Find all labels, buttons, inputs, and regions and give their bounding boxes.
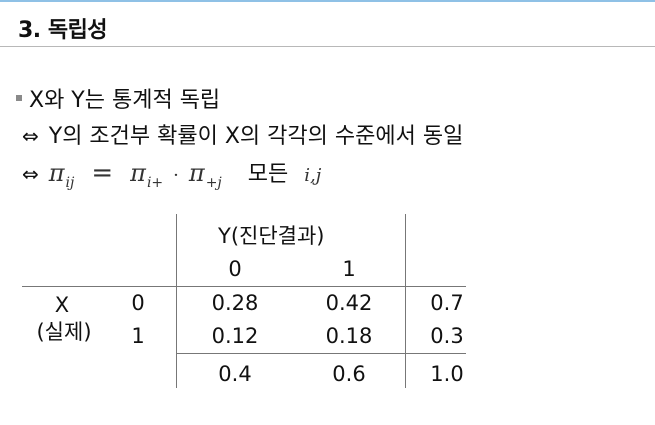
iff-arrow-icon: ⇔: [22, 124, 39, 148]
cell-r0-total: 0.7: [430, 291, 464, 315]
total-c0: 0.4: [218, 362, 252, 386]
table-hline-header: [22, 286, 466, 287]
table-vline-left: [176, 214, 177, 388]
subscript-plus-j: +j: [205, 175, 222, 191]
row-value-0: 0: [131, 291, 145, 315]
table-hline-total: [176, 353, 466, 354]
cell-r1-c1: 0.18: [325, 324, 373, 348]
row-header-actual: (실제): [36, 320, 92, 344]
independence-formula: πij = πi+ · π+j: [49, 158, 222, 191]
slide-title: 3. 독립성: [18, 18, 108, 43]
subscript-ij: ij: [65, 175, 75, 191]
equivalence-line-1: ⇔ Y의 조건부 확률이 X의 각각의 수준에서 동일: [22, 118, 463, 150]
total-grand: 1.0: [430, 362, 464, 386]
row-header-x: X: [54, 293, 70, 317]
equivalence-line-2: ⇔ πij = πi+ · π+j 모든 i,j: [22, 156, 321, 191]
iff-arrow-icon: ⇔: [22, 162, 39, 186]
cell-r1-total: 0.3: [430, 324, 464, 348]
row-value-1: 1: [131, 324, 145, 348]
square-bullet-icon: [16, 95, 22, 101]
conditional-probability-text: Y의 조건부 확률이 X의 각각의 수준에서 동일: [48, 124, 464, 149]
table-vline-right: [405, 214, 406, 388]
column-value-0: 0: [228, 257, 242, 281]
bullet-independence: X와 Y는 통계적 독립: [16, 82, 220, 114]
pi-symbol: π: [188, 159, 205, 187]
cell-r0-c0: 0.28: [211, 291, 259, 315]
subscript-i-plus: i+: [146, 175, 164, 191]
bullet-text: X와 Y는 통계적 독립: [29, 88, 221, 113]
for-all-word: 모든: [247, 162, 289, 187]
pi-symbol: π: [130, 159, 146, 187]
total-c1: 0.6: [332, 362, 366, 386]
top-accent-rule: [0, 0, 655, 2]
equals-sign: =: [91, 158, 114, 188]
column-value-1: 1: [342, 257, 356, 281]
title-divider: [0, 46, 655, 47]
cell-r1-c0: 0.12: [211, 324, 259, 348]
column-header-y: Y(진단결과): [218, 224, 325, 248]
index-set: i,j: [304, 165, 322, 186]
cell-r0-c1: 0.42: [325, 291, 373, 315]
product-dot: ·: [173, 165, 179, 186]
pi-symbol: π: [48, 159, 65, 187]
